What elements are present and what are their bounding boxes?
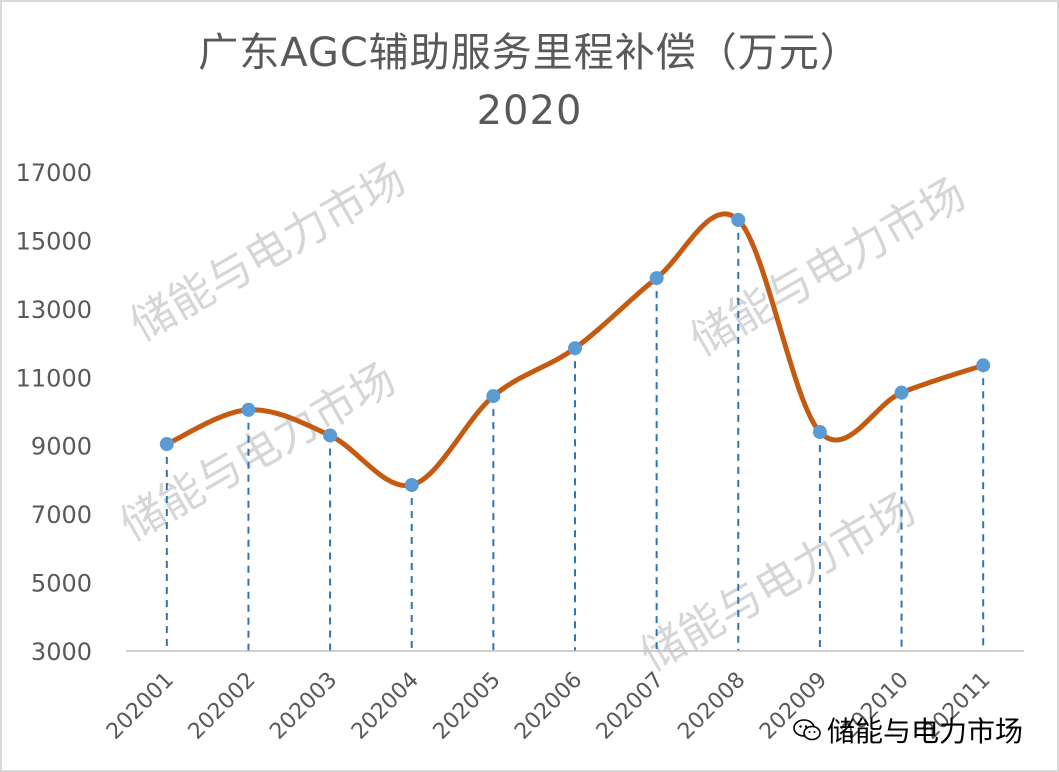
y-tick-label: 13000 — [16, 296, 92, 324]
data-point — [241, 402, 256, 417]
watermark-text: 储能与电力市场 — [682, 168, 974, 366]
data-point — [404, 478, 419, 493]
x-tick-label: 202005 — [429, 668, 506, 745]
y-tick-label: 17000 — [16, 159, 92, 187]
y-tick-label: 11000 — [16, 364, 92, 392]
y-tick-label: 3000 — [31, 638, 92, 666]
x-tick-label: 202006 — [510, 668, 587, 745]
data-point — [568, 341, 582, 356]
y-tick-label: 7000 — [31, 501, 92, 529]
data-point — [731, 212, 746, 227]
chart-subtitle: 2020 — [476, 88, 583, 134]
footer-text: 储能与电力市场 — [826, 715, 1023, 748]
data-point — [894, 385, 909, 400]
watermark-text: 储能与电力市场 — [112, 353, 404, 551]
y-axis: 17000 15000 13000 11000 9000 7000 5000 3000 — [16, 159, 92, 666]
x-tick-label: 202008 — [673, 668, 750, 745]
y-tick-label: 9000 — [31, 433, 92, 461]
x-tick-label: 202007 — [592, 668, 669, 745]
data-point — [486, 389, 501, 404]
series-layer — [159, 211, 991, 493]
x-tick-label: 202003 — [265, 668, 342, 745]
x-tick-label: 202001 — [102, 668, 179, 745]
data-point — [649, 271, 664, 286]
watermark-text: 储能与电力市场 — [122, 153, 414, 351]
data-point — [323, 428, 338, 443]
data-point — [976, 358, 991, 373]
watermark-text: 储能与电力市场 — [632, 483, 924, 681]
y-tick-label: 15000 — [16, 227, 92, 255]
footer-watermark: 储能与电力市场 — [793, 710, 1023, 750]
data-point — [812, 425, 827, 440]
x-tick-label: 202002 — [184, 668, 261, 745]
x-tick-label: 202004 — [347, 668, 424, 745]
drop-lines — [165, 219, 985, 651]
chart-title: 广东AGC辅助服务里程补偿（万元） — [198, 30, 861, 76]
y-tick-label: 5000 — [31, 570, 92, 598]
wechat-icon — [793, 719, 821, 741]
data-point — [159, 437, 174, 452]
